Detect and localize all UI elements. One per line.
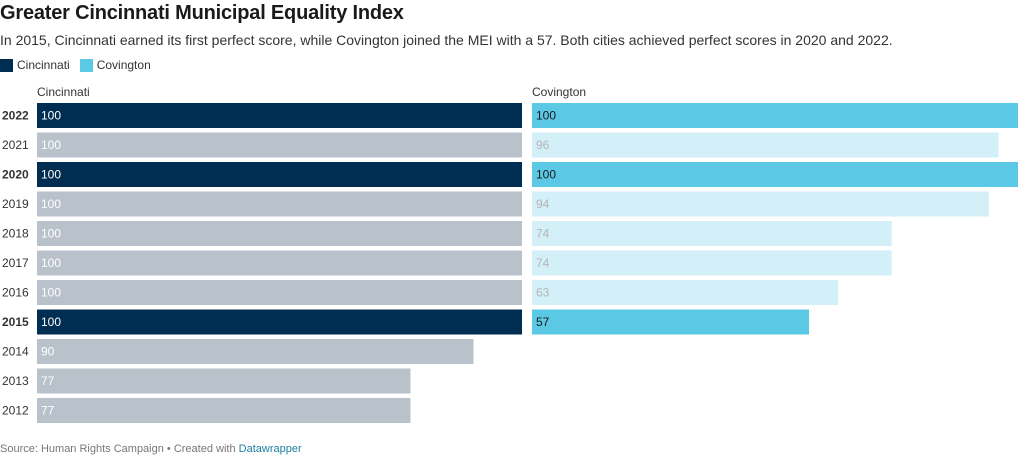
value-label-covington-2022: 100 — [536, 109, 556, 123]
year-label-2022: 2022 — [2, 109, 29, 123]
bar-cincinnati-2014 — [37, 339, 474, 364]
legend-swatch-covington — [79, 58, 93, 72]
bar-covington-2018 — [532, 221, 892, 246]
bar-cincinnati-2013 — [37, 368, 411, 394]
year-label-2020: 2020 — [2, 168, 29, 182]
value-label-covington-2017: 74 — [536, 256, 550, 270]
bar-covington-2020 — [532, 162, 1018, 187]
bar-covington-2016 — [532, 280, 839, 305]
panel-label-cincinnati: Cincinnati — [37, 85, 90, 99]
legend-swatch-cincinnati — [0, 58, 13, 72]
value-label-cincinnati-2014: 90 — [41, 345, 55, 359]
year-label-2018: 2018 — [2, 227, 29, 241]
value-label-covington-2020: 100 — [536, 168, 556, 182]
legend-label-cincinnati: Cincinnati — [17, 58, 70, 72]
year-label-2013: 2013 — [2, 374, 29, 388]
value-label-covington-2019: 94 — [536, 197, 550, 211]
legend: Cincinnati Covington — [0, 58, 161, 72]
value-label-cincinnati-2016: 100 — [41, 286, 61, 300]
year-label-2012: 2012 — [2, 404, 29, 418]
bar-chart: Cincinnati Covington 2022 100 100 2021 100 96 20… — [2, 85, 1018, 423]
bar-covington-2015 — [532, 309, 810, 335]
footer: Source: Human Rights Campaign • Created … — [0, 443, 302, 455]
bar-cincinnati-2017 — [37, 250, 522, 276]
bar-cincinnati-2012 — [37, 398, 411, 423]
source-note: Source: Human Rights Campaign • Created … — [0, 443, 239, 455]
year-label-2019: 2019 — [2, 197, 29, 211]
bar-covington-2021 — [532, 132, 999, 158]
bar-cincinnati-2019 — [37, 191, 522, 217]
value-label-covington-2018: 74 — [536, 227, 550, 241]
value-label-covington-2021: 96 — [536, 138, 550, 152]
bar-cincinnati-2018 — [37, 221, 522, 246]
bar-covington-2019 — [532, 191, 989, 217]
bar-covington-2017 — [532, 250, 892, 276]
year-label-2021: 2021 — [2, 138, 29, 152]
value-label-cincinnati-2020: 100 — [41, 168, 61, 182]
chart-title: Greater Cincinnati Municipal Equality In… — [0, 2, 404, 24]
year-label-2016: 2016 — [2, 286, 29, 300]
value-label-cincinnati-2013: 77 — [41, 374, 55, 388]
year-label-2014: 2014 — [2, 345, 29, 359]
value-label-cincinnati-2018: 100 — [41, 227, 61, 241]
value-label-cincinnati-2022: 100 — [41, 109, 61, 123]
bar-cincinnati-2021 — [37, 132, 522, 158]
panel-label-covington: Covington — [532, 85, 586, 99]
value-label-cincinnati-2021: 100 — [41, 138, 61, 152]
bar-cincinnati-2016 — [37, 280, 522, 305]
year-label-2015: 2015 — [2, 315, 29, 329]
year-label-2017: 2017 — [2, 256, 29, 270]
value-label-covington-2015: 57 — [536, 315, 550, 329]
value-label-cincinnati-2015: 100 — [41, 315, 61, 329]
legend-item-covington: Covington — [79, 58, 151, 72]
value-label-cincinnati-2019: 100 — [41, 197, 61, 211]
legend-label-covington: Covington — [96, 58, 151, 72]
datawrapper-link[interactable]: Datawrapper — [238, 443, 302, 455]
bar-cincinnati-2022 — [37, 103, 522, 128]
legend-item-cincinnati: Cincinnati — [0, 58, 70, 72]
value-label-cincinnati-2012: 77 — [41, 404, 55, 418]
bar-cincinnati-2015 — [37, 309, 522, 335]
bar-covington-2022 — [532, 103, 1018, 128]
value-label-cincinnati-2017: 100 — [41, 256, 61, 270]
bar-cincinnati-2020 — [37, 162, 522, 187]
chart-subtitle: In 2015, Cincinnati earned its first per… — [0, 32, 893, 48]
value-label-covington-2016: 63 — [536, 286, 550, 300]
